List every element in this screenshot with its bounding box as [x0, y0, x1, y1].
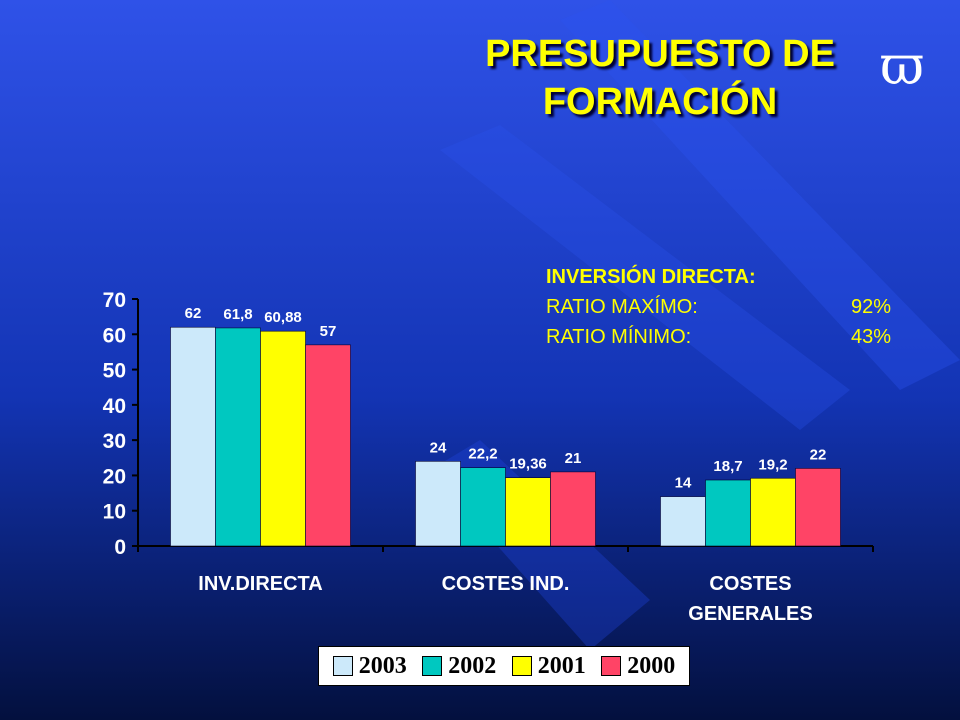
legend-item-2003: 2003	[332, 652, 407, 680]
legend-label: 2001	[537, 652, 586, 679]
data-label: 61,8	[223, 306, 252, 323]
data-label: 22,2	[468, 446, 497, 463]
info-row-min: RATIO MÍNIMO: 43%	[546, 322, 891, 352]
y-tick-label: 10	[103, 501, 126, 524]
bar-2003	[170, 326, 216, 547]
bar-2003	[660, 496, 706, 547]
data-label: 19,36	[509, 456, 547, 473]
x-category-label: COSTES IND.	[442, 573, 570, 595]
info-row-max: RATIO MAXÍMO: 92%	[546, 292, 891, 322]
y-tick-label: 70	[103, 289, 126, 312]
legend-swatch	[422, 656, 443, 676]
y-tick-label: 40	[103, 395, 126, 418]
info-box: INVERSIÓN DIRECTA: RATIO MAXÍMO: 92% RAT…	[546, 262, 891, 352]
data-label: 14	[675, 475, 692, 492]
legend-swatch	[601, 656, 622, 676]
data-label: 24	[430, 439, 447, 456]
legend-label: 2003	[358, 652, 407, 679]
data-label: 18,7	[713, 458, 742, 475]
info-heading: INVERSIÓN DIRECTA:	[546, 266, 756, 288]
slide-title: PRESUPUESTO DE FORMACIÓN	[380, 30, 940, 126]
bar-2002	[215, 327, 261, 547]
legend-swatch	[511, 656, 532, 676]
bar-2001	[750, 477, 796, 547]
info-row-value: 43%	[850, 326, 891, 348]
title-line-2: FORMACIÓN	[542, 81, 778, 123]
bar-2002	[705, 479, 751, 547]
x-category-label: GENERALES	[688, 603, 812, 625]
bar-2001	[260, 330, 306, 547]
omega-logo-icon: ϖ	[880, 34, 925, 97]
info-row-label: RATIO MAXÍMO:	[546, 296, 698, 318]
legend-item-2001: 2001	[511, 652, 586, 680]
data-label: 62	[185, 305, 202, 322]
chart-legend: 2003 2002 2001 2000	[318, 646, 690, 686]
legend-label: 2002	[448, 652, 497, 679]
info-row-label: RATIO MÍNIMO:	[546, 326, 692, 348]
bar-2001	[505, 477, 551, 547]
bar-2000	[305, 344, 351, 547]
y-tick-label: 20	[103, 465, 126, 488]
bar-2000	[795, 468, 841, 547]
x-category-label: COSTES	[709, 573, 791, 595]
info-row-value: 92%	[850, 296, 891, 318]
bar-2003	[415, 461, 461, 547]
data-label: 22	[810, 446, 827, 463]
legend-item-2000: 2000	[601, 653, 675, 680]
data-label: 60,88	[264, 309, 302, 326]
legend-item-2002: 2002	[422, 653, 496, 680]
data-label: 21	[565, 450, 582, 467]
legend-label: 2000	[627, 652, 676, 679]
data-label: 57	[320, 323, 337, 340]
title-line-1: PRESUPUESTO DE	[485, 33, 835, 75]
bar-2002	[460, 467, 506, 547]
legend-swatch	[332, 656, 353, 676]
x-category-label: INV.DIRECTA	[198, 573, 322, 595]
y-tick-label: 0	[114, 536, 126, 559]
bar-2000	[550, 471, 596, 547]
y-tick-label: 60	[103, 324, 126, 347]
y-tick-label: 30	[103, 430, 126, 453]
y-tick-label: 50	[103, 360, 126, 383]
data-label: 19,2	[758, 456, 787, 473]
